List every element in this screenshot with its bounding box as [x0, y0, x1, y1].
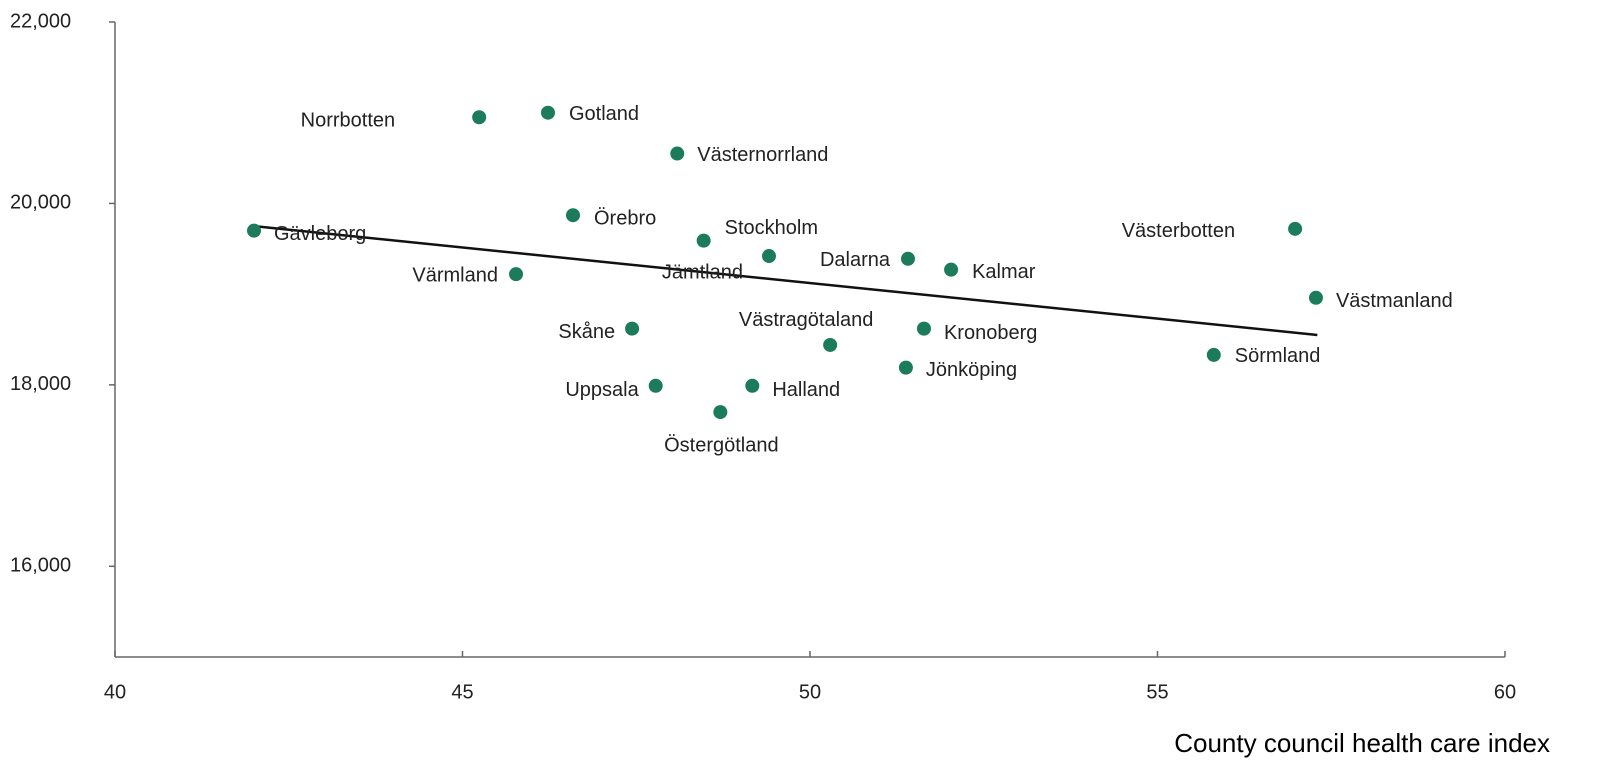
x-tick-label: 55 — [1146, 681, 1168, 703]
point-label: Västmanland — [1336, 290, 1453, 312]
point — [823, 337, 838, 352]
point-label: Örebro — [594, 208, 656, 230]
point — [1206, 347, 1221, 362]
x-axis-title: County council health care index — [1174, 728, 1550, 758]
x-tick-label: 45 — [451, 681, 473, 703]
y-tick-label: 22,000 — [10, 10, 71, 32]
y-tick-label: 20,000 — [10, 192, 71, 214]
trend-line — [253, 224, 1318, 337]
point — [696, 233, 711, 248]
point-label: Jönköping — [926, 359, 1017, 381]
point-label: Kronoberg — [944, 322, 1037, 344]
point — [916, 321, 931, 336]
point-label: Dalarna — [820, 249, 891, 271]
point — [540, 105, 555, 120]
point — [713, 405, 728, 420]
x-tick-label: 60 — [1494, 681, 1516, 703]
point-label: Halland — [772, 379, 840, 401]
point — [900, 251, 915, 266]
point — [898, 360, 913, 375]
x-tick-label: 40 — [104, 681, 126, 703]
point-label: Västernorrland — [697, 144, 828, 166]
point-label: Uppsala — [565, 379, 639, 401]
y-tick-label: 16,000 — [10, 555, 71, 577]
point — [944, 262, 959, 277]
point-label: Norrbotten — [301, 110, 396, 132]
point — [670, 146, 685, 161]
point — [1288, 221, 1303, 236]
point-label: Skåne — [558, 321, 615, 343]
y-tick-label: 18,000 — [10, 373, 71, 395]
point-label: Värmland — [412, 264, 498, 286]
point — [509, 267, 524, 282]
point-label: Gotland — [569, 103, 639, 125]
point-label: Jämtland — [662, 261, 743, 283]
point — [648, 378, 663, 393]
point — [625, 321, 640, 336]
point — [761, 249, 776, 264]
point-label: Sörmland — [1235, 345, 1321, 367]
point — [247, 223, 261, 238]
x-tick-label: 50 — [799, 681, 821, 703]
point-label: Stockholm — [725, 217, 818, 239]
point — [472, 110, 487, 125]
point-label: Östergötland — [664, 434, 779, 456]
point — [1308, 290, 1323, 305]
point-label: Kalmar — [972, 261, 1036, 283]
point-label: Västerbotten — [1122, 220, 1235, 242]
point-label: Gävleborg — [274, 223, 366, 245]
point-label: Västragötaland — [739, 309, 874, 331]
point — [566, 208, 581, 223]
point — [745, 378, 760, 393]
